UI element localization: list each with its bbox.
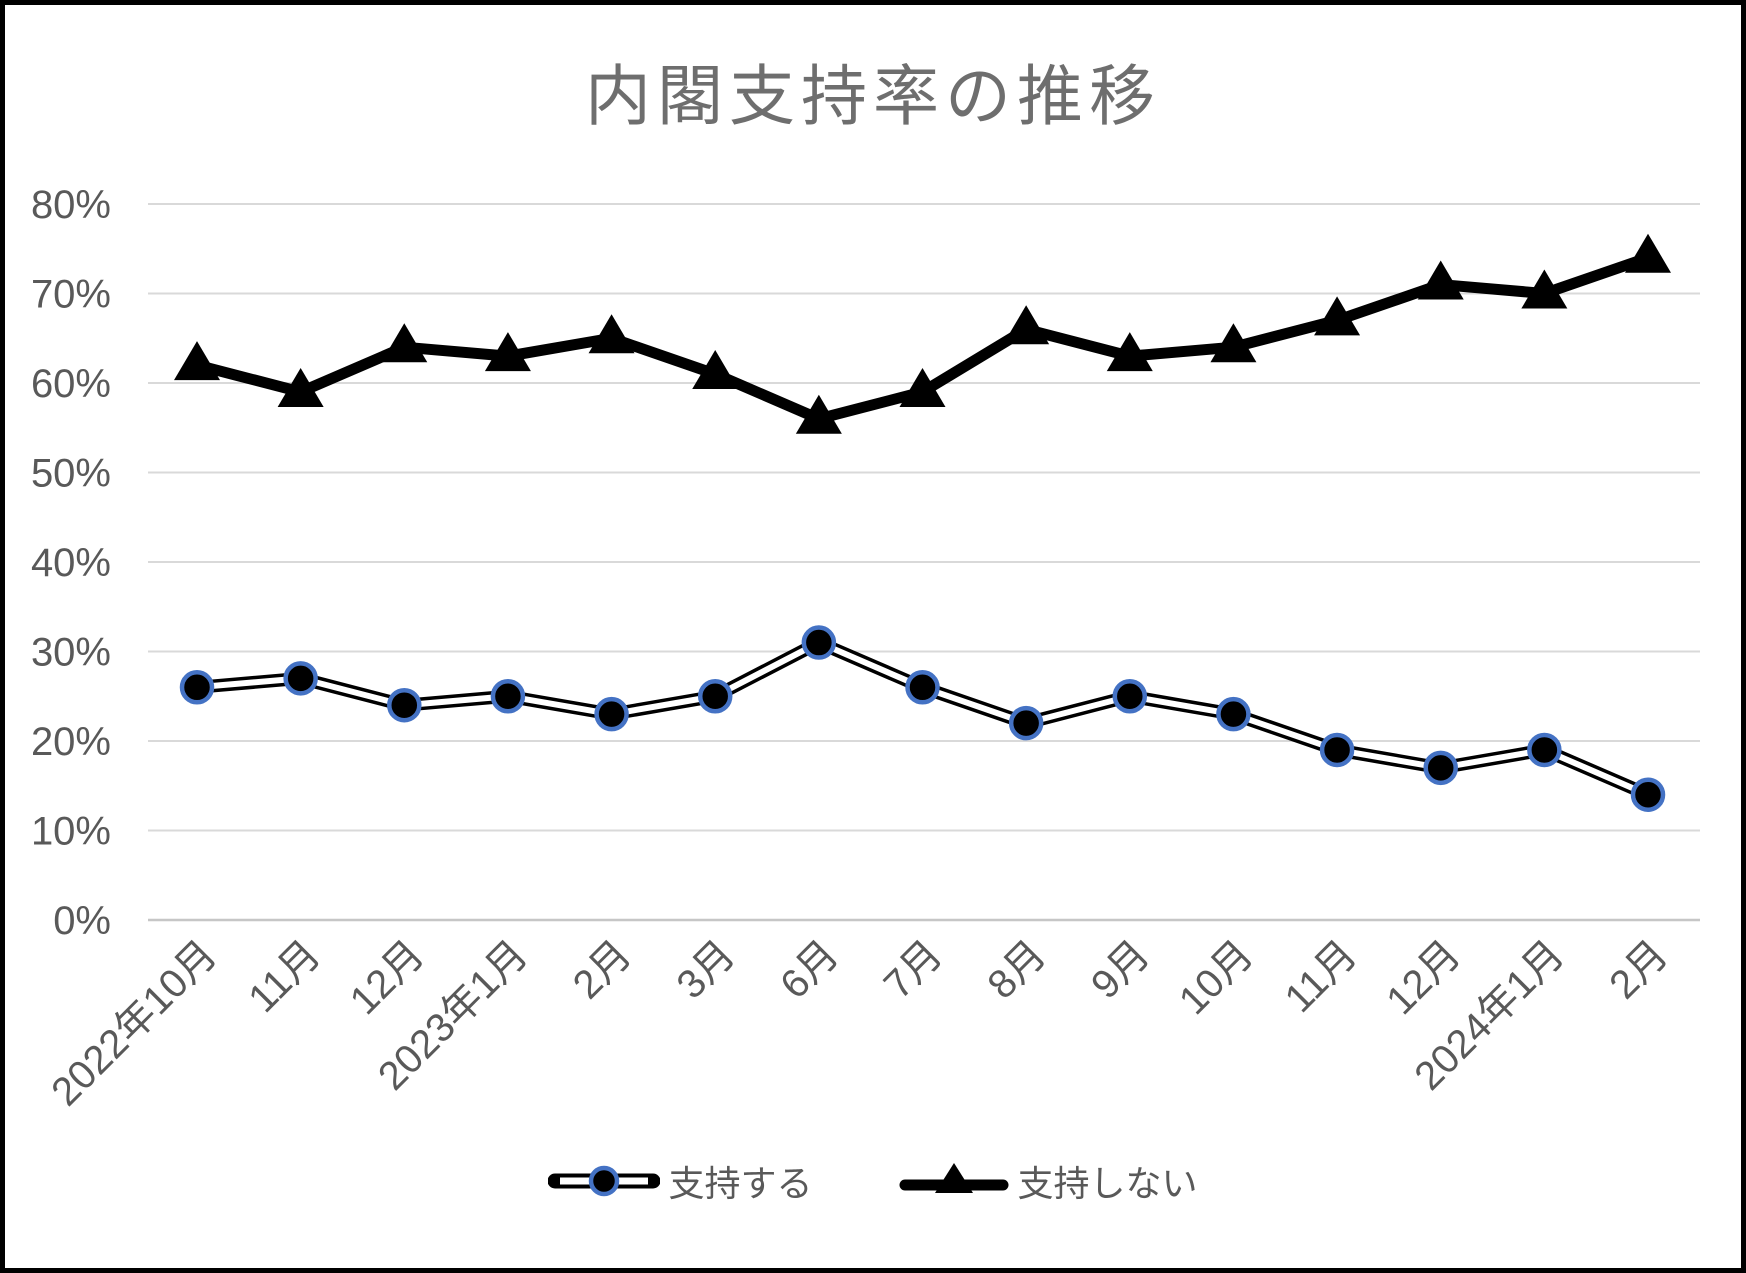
legend-item-approve: 支持する — [548, 1155, 813, 1207]
y-tick-label: 80% — [31, 183, 111, 227]
legend: 支持する 支持しない — [5, 1155, 1741, 1207]
disapprove-marker-triangle-icon — [381, 323, 428, 363]
disapprove-marker-triangle-icon — [1521, 269, 1568, 309]
x-tick-label: 8月 — [979, 932, 1054, 1007]
legend-item-disapprove: 支持しない — [898, 1155, 1198, 1207]
x-tick-label: 11月 — [240, 932, 329, 1021]
approve-marker-circle-icon — [490, 679, 526, 714]
disapprove-swatch-triangle-marker-icon — [934, 1163, 973, 1193]
x-tick-label: 6月 — [772, 932, 847, 1007]
x-tick-label: 3月 — [668, 932, 743, 1007]
disapprove-marker-triangle-icon — [1314, 296, 1361, 336]
approve-marker-circle-icon — [1008, 705, 1044, 741]
approve-marker-circle-icon — [1630, 777, 1666, 812]
approve-marker-circle-icon — [179, 670, 215, 705]
disapprove-marker-triangle-icon — [1625, 233, 1671, 273]
x-tick-label: 12月 — [1378, 932, 1469, 1023]
approve-marker-circle-icon — [1527, 732, 1562, 768]
approve-marker-circle-icon — [1319, 732, 1355, 768]
y-tick-label: 0% — [53, 899, 111, 943]
approve-swatch-circle-marker-icon — [589, 1165, 620, 1197]
y-tick-label: 50% — [31, 452, 111, 496]
disapprove-marker-triangle-icon — [899, 367, 946, 407]
y-tick-label: 70% — [31, 273, 111, 317]
disapprove-marker-triangle-icon — [588, 314, 635, 354]
y-tick-label: 10% — [31, 810, 111, 854]
disapprove-marker-triangle-icon — [1417, 260, 1464, 300]
x-tick-label: 9月 — [1083, 932, 1158, 1007]
disapprove-marker-triangle-icon — [1210, 323, 1257, 363]
y-tick-label: 20% — [31, 720, 111, 764]
y-tick-label: 40% — [31, 541, 111, 585]
plot-area: 0%10%20%30%40%50%60%70%80%2022年10月 11月 12月… — [31, 183, 1700, 1114]
y-tick-label: 60% — [31, 362, 111, 406]
approve-marker-circle-icon — [283, 661, 318, 696]
y-tick-label: 30% — [31, 631, 111, 675]
legend-label-approve: 支持する — [668, 1163, 813, 1204]
x-tick-label: 11月 — [1277, 932, 1366, 1021]
approve-line-swatch — [548, 1165, 661, 1197]
x-tick-label: 2月 — [1601, 932, 1676, 1007]
legend-label-disapprove: 支持しない — [1017, 1163, 1198, 1204]
disapprove-marker-triangle-icon — [174, 341, 220, 381]
x-tick-label: 10月 — [1171, 932, 1262, 1023]
approve-marker-circle-icon — [1423, 750, 1458, 786]
chart-title: 内閣支持率の推移 — [585, 59, 1161, 133]
disapprove-marker-triangle-icon — [795, 394, 842, 434]
disapprove-marker-triangle-icon — [277, 367, 324, 407]
disapprove-marker-triangle-icon — [1003, 305, 1050, 345]
approve-marker-circle-icon — [1112, 679, 1148, 714]
disapprove-line-swatch — [899, 1163, 1008, 1193]
approve-marker-circle-icon — [801, 625, 837, 660]
x-tick-label: 12月 — [342, 932, 433, 1023]
approve-marker-circle-icon — [905, 670, 940, 705]
disapprove-marker-triangle-icon — [484, 332, 531, 372]
x-tick-label: 7月 — [876, 932, 951, 1007]
x-tick-label: 2022年10月 — [43, 932, 225, 1114]
approve-marker-circle-icon — [594, 696, 629, 732]
approve-marker-circle-icon — [387, 687, 422, 723]
approve-marker-circle-icon — [1216, 696, 1251, 732]
x-tick-label: 2月 — [565, 932, 640, 1007]
disapprove-marker-triangle-icon — [1106, 332, 1153, 372]
approve-marker-circle-icon — [697, 679, 733, 714]
disapprove-marker-triangle-icon — [692, 350, 739, 390]
